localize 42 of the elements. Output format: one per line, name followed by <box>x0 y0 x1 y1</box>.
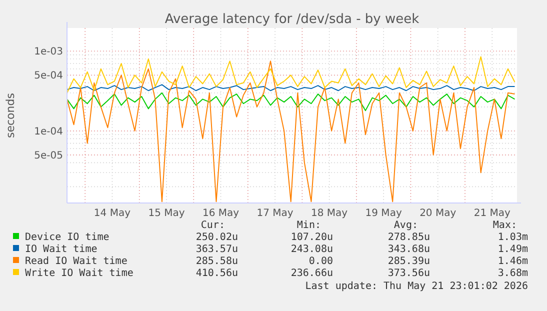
chart-title: Average latency for /dev/sda - by week <box>164 12 420 27</box>
text: 373.56u <box>388 268 430 279</box>
text: 3.68m <box>498 268 528 279</box>
x-tick-label: 14 May <box>94 208 131 219</box>
line-series <box>66 92 516 112</box>
text: 278.85u <box>388 232 430 243</box>
y-tick-label: 5e-05 <box>34 150 63 162</box>
text: 1.03m <box>498 232 528 243</box>
x-tick-label: 21 May <box>474 208 510 219</box>
x-tick-label: 17 May <box>256 208 294 219</box>
legend-label: IO Wait time <box>25 244 98 255</box>
text: Avg: <box>394 220 418 231</box>
y-axis-title: seconds <box>4 92 17 138</box>
text: 236.66u <box>290 268 333 279</box>
text: 343.68u <box>388 244 430 255</box>
text: Min: <box>296 220 321 231</box>
text: Cur: <box>200 220 225 231</box>
text: 107.20u <box>290 232 333 243</box>
x-tick-label: 16 May <box>202 208 240 219</box>
text: Last update: Thu May 21 23:01:02 2026 <box>305 281 528 292</box>
text: 0.00 <box>308 256 333 267</box>
line-series <box>66 56 516 94</box>
x-tick-label: 18 May <box>311 208 348 219</box>
x-tick-label: 20 May <box>420 208 456 219</box>
legend-label: Device IO time <box>25 232 110 243</box>
y-tick-label: 1e-04 <box>34 126 63 138</box>
text: 285.58u <box>196 256 238 267</box>
text: 363.57u <box>196 244 238 255</box>
y-tick-label: 1e-03 <box>34 46 63 58</box>
text: 410.56u <box>196 268 238 279</box>
text: Max: <box>492 220 517 231</box>
text: 1.46m <box>498 256 528 267</box>
line-series <box>66 60 516 202</box>
legend-label: Read IO Wait time <box>25 256 128 267</box>
x-tick-label: 19 May <box>365 208 402 219</box>
y-tick-label: 5e-04 <box>34 70 63 82</box>
legend-label: Write IO Wait time <box>25 268 134 279</box>
text: 243.08u <box>290 244 333 255</box>
text: 1.49m <box>498 244 528 255</box>
text: 285.39u <box>388 256 430 267</box>
text: 250.02u <box>196 232 238 243</box>
x-tick-label: 15 May <box>148 208 185 219</box>
